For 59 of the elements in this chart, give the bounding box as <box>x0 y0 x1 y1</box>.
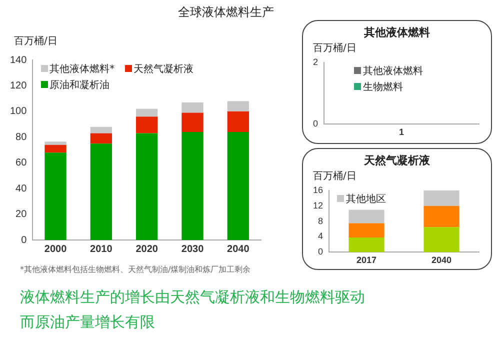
x-tick-label: 2030 <box>181 244 204 255</box>
y-tick-label: 12 <box>312 200 324 210</box>
text: *其他液体燃料包括生物燃料、天然气制油/煤制油和炼厂加工剩余 <box>20 264 252 276</box>
chart-title: 其他液体燃料 <box>363 25 431 40</box>
legend-label: 原油和凝析油 <box>48 78 110 92</box>
x-tick-label: 2017 <box>356 255 377 266</box>
legend-label: 生物燃料 <box>362 80 404 94</box>
bar <box>136 108 158 117</box>
y-axis-title: 百万桶/日 <box>14 34 58 48</box>
x-tick-label: 2040 <box>227 244 250 255</box>
x-tick-label: 2000 <box>44 244 68 255</box>
y-tick-label: 20 <box>16 209 28 220</box>
bar <box>136 116 158 134</box>
bar <box>90 144 112 240</box>
y-tick-label: 80 <box>16 132 28 143</box>
y-tick-label: 60 <box>16 158 28 169</box>
text: 而原油产量增长有限 <box>20 313 156 332</box>
y-axis-title: 百万桶/日 <box>313 42 356 55</box>
y-tick-label: 100 <box>10 106 28 118</box>
bar <box>348 223 384 238</box>
bar <box>227 132 250 240</box>
y-tick-label: 16 <box>312 184 324 195</box>
bar <box>136 133 158 240</box>
y-tick-label: 0 <box>318 246 324 257</box>
x-tick-label: 2020 <box>136 244 158 255</box>
chart-title: 天然气凝析液 <box>363 153 431 168</box>
x-tick-label: 1 <box>398 127 404 138</box>
bar <box>424 206 460 228</box>
y-tick-label: 8 <box>318 216 324 226</box>
y-tick-label: 0 <box>21 234 28 246</box>
y-tick-label: 4 <box>318 231 324 242</box>
text: 液体燃料生产的增长由天然气凝析液和生物燃料驱动 <box>20 288 366 307</box>
y-tick-label: 0 <box>312 118 318 129</box>
bar <box>44 144 66 153</box>
bar <box>348 238 384 252</box>
legend-label: 天然气凝析液 <box>132 62 194 76</box>
bar <box>90 126 112 134</box>
y-tick-label: 120 <box>10 80 28 92</box>
bar <box>348 210 384 224</box>
legend-label: 其他液体燃料 <box>362 64 423 78</box>
chart-title: 全球液体燃料生产 <box>178 4 274 21</box>
bar <box>44 152 66 240</box>
bar <box>227 111 250 132</box>
y-axis-title: 百万桶/日 <box>313 170 356 183</box>
bar <box>424 227 460 252</box>
bar <box>44 142 66 145</box>
x-tick-label: 2040 <box>431 255 452 266</box>
bar <box>227 101 250 112</box>
bar <box>182 112 204 132</box>
y-tick-label: 40 <box>16 183 28 194</box>
bar <box>90 133 112 144</box>
y-tick-label: 140 <box>10 54 28 66</box>
legend-label: 其他地区 <box>345 192 386 206</box>
x-tick-label: 2010 <box>90 244 113 255</box>
legend-label: 其他液体燃料* <box>48 62 115 76</box>
bar <box>424 190 460 206</box>
y-tick-label: 2 <box>312 56 318 67</box>
bar <box>182 132 204 240</box>
bar <box>182 102 204 113</box>
